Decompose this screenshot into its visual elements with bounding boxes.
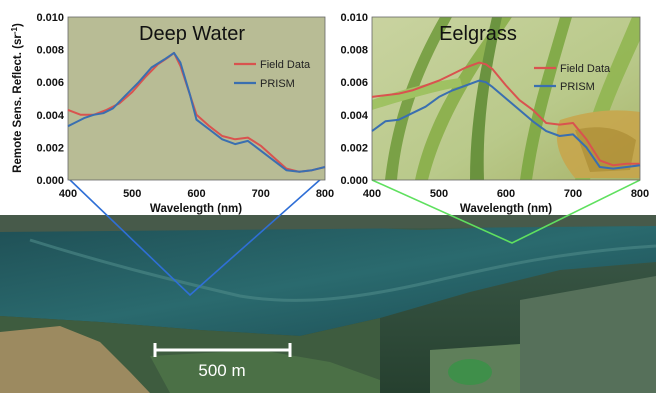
x-tick-label: 400 (59, 188, 77, 200)
x-tick-label: 500 (430, 188, 448, 200)
series-line-prism (371, 79, 641, 170)
channel-flow-band (29, 238, 656, 302)
deep-water-title: Deep Water (139, 23, 245, 45)
y-axis-label-close: ) (12, 23, 24, 27)
x-tick-label: 600 (187, 188, 205, 200)
legend-label-field-data: Field Data (560, 63, 611, 75)
north-shore (0, 215, 656, 232)
eelgrass-plot-frame (371, 16, 641, 181)
scale-bar-label: 500 m (198, 361, 245, 380)
deep-water-plot-frame (67, 16, 326, 181)
y-tick-label: 0.010 (340, 12, 368, 24)
y-tick-label: 0.000 (340, 175, 368, 187)
pond (448, 359, 492, 385)
eelgrass-series (371, 61, 641, 170)
hillside (0, 326, 150, 393)
legend-label-prism: PRISM (260, 78, 295, 90)
x-tick-label: 400 (363, 188, 381, 200)
x-tick-label: 800 (631, 188, 649, 200)
eelgrass-panel: Eelgrass 400 500 600 700 800 0.000 0.002 0.004 0… (340, 12, 649, 215)
x-tick-label: 500 (123, 188, 141, 200)
y-tick-label: 0.008 (36, 45, 64, 57)
y-axis-label-text: Remote Sens. Reflect. (sr (12, 34, 24, 173)
x-tick-label: 700 (564, 188, 582, 200)
y-tick-label: 0.006 (36, 77, 64, 89)
eelgrass-ticks: 400 500 600 700 800 0.000 0.002 0.004 0.006 0.008… (340, 12, 649, 200)
scale-bar: 500 m (153, 343, 292, 380)
deep-water-connector (67, 177, 323, 297)
y-tick-label: 0.004 (36, 110, 64, 122)
east-marsh (520, 276, 656, 393)
eelgrass-title: Eelgrass (439, 23, 517, 45)
legend-label-field-data: Field Data (260, 59, 311, 71)
channel-water (0, 222, 656, 336)
deep-water-panel: Deep Water 400 500 600 700 800 0.000 0.002 0.00… (10, 12, 334, 215)
y-tick-label: 0.000 (36, 175, 64, 187)
deep-water-ticks: 400 500 600 700 800 0.000 0.002 0.004 0.006 0.008… (36, 12, 334, 200)
marsh-flat (150, 350, 380, 393)
deep-water-plot-area (68, 17, 325, 180)
deep-water-x-axis-label: Wavelength (nm) (150, 203, 242, 215)
series-line-prism (67, 51, 326, 173)
x-tick-label: 800 (316, 188, 334, 200)
eelgrass-x-axis-label: Wavelength (nm) (460, 203, 552, 215)
y-tick-label: 0.004 (340, 110, 368, 122)
y-axis-label-superscript: -1 (10, 26, 19, 34)
series-line-field-data (371, 61, 640, 167)
y-axis-label: Remote Sens. Reflect. (sr-1) (10, 23, 24, 173)
y-tick-label: 0.006 (340, 77, 368, 89)
x-tick-label: 600 (497, 188, 515, 200)
y-tick-label: 0.008 (340, 45, 368, 57)
aerial-image (0, 215, 656, 393)
x-tick-label: 700 (252, 188, 270, 200)
y-tick-label: 0.010 (36, 12, 64, 24)
eelgrass-connector (371, 179, 641, 244)
deep-water-series (67, 51, 326, 173)
y-tick-label: 0.002 (36, 142, 64, 154)
y-tick-label: 0.002 (340, 142, 368, 154)
legend-label-prism: PRISM (560, 81, 595, 93)
